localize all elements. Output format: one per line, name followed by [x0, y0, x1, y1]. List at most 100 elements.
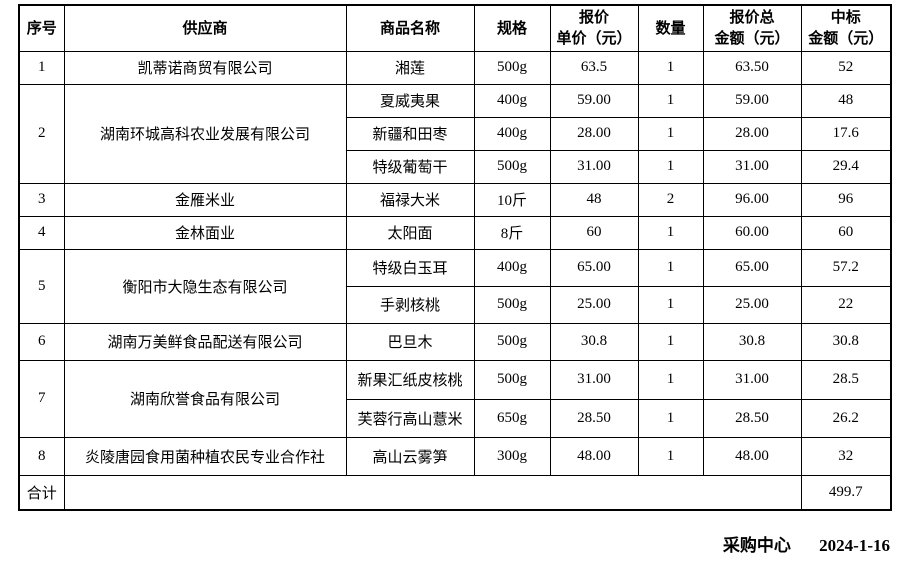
- col-header-award-amount: 中标 金额（元）: [800, 4, 892, 52]
- table-row: 3 金雁米业 福禄大米 10斤 48 2 96.00 96: [18, 182, 892, 217]
- cell-index: 5: [18, 248, 65, 324]
- cell-award-amount: 96: [800, 182, 892, 217]
- cell-spec: 10斤: [473, 182, 551, 217]
- col-header-unit-price: 报价 单价（元）: [549, 4, 639, 52]
- cell-index: 3: [18, 182, 65, 217]
- col-header-spec: 规格: [473, 4, 551, 52]
- cell-quantity: 1: [637, 436, 704, 476]
- cell-quantity: 1: [637, 215, 704, 250]
- cell-quantity: 1: [637, 285, 704, 324]
- cell-quantity: 1: [637, 359, 704, 400]
- cell-product-name: 芙蓉行高山薏米: [345, 398, 475, 438]
- cell-index: 1: [18, 50, 65, 85]
- cell-spec: 650g: [473, 398, 551, 438]
- table-row: 手剥核桃 500g 25.00 1 25.00 22: [19, 285, 892, 324]
- table-row: 4 金林面业 太阳面 8斤 60 1 60.00 60: [18, 215, 892, 250]
- cell-spec: 500g: [473, 50, 551, 85]
- cell-total-amount: 30.8: [702, 322, 802, 361]
- col-header-total-amount: 报价总 金额（元）: [702, 4, 802, 52]
- cell-index: 6: [18, 322, 65, 361]
- cell-supplier: 衡阳市大隐生态有限公司: [63, 248, 347, 324]
- cell-product-name: 新疆和田枣: [345, 116, 475, 151]
- table-row: 5 衡阳市大隐生态有限公司 特级白玉耳 400g 65.00 1 65.00 5…: [18, 248, 892, 324]
- cell-index: 7: [18, 359, 65, 438]
- cell-total-amount: 63.50: [702, 50, 802, 85]
- table-row: 6 湖南万美鲜食品配送有限公司 巴旦木 500g 30.8 1 30.8 30.…: [18, 322, 892, 361]
- cell-supplier: 凯蒂诺商贸有限公司: [63, 50, 347, 85]
- signature-office: 采购中心: [722, 536, 791, 555]
- cell-unit-price: 28.50: [549, 398, 639, 438]
- cell-award-amount: 30.8: [800, 322, 892, 361]
- cell-unit-price: 65.00: [549, 248, 639, 287]
- header-row: 序号 供应商 商品名称 规格 报价 单价（元） 数量 报价总 金额（元） 中标 …: [18, 4, 892, 52]
- cell-supplier: 炎陵唐园食用菌种植农民专业合作社: [63, 436, 347, 476]
- cell-unit-price: 30.8: [549, 322, 639, 361]
- col-header-supplier: 供应商: [63, 4, 347, 52]
- cell-spec: 400g: [473, 83, 551, 118]
- cell-unit-price: 63.5: [549, 50, 639, 85]
- cell-award-amount: 57.2: [800, 248, 892, 287]
- cell-award-amount: 26.2: [800, 398, 892, 438]
- cell-product-name: 巴旦木: [345, 322, 475, 361]
- total-award-cell: 499.7: [800, 474, 892, 511]
- cell-product-name: 高山云雾笋: [345, 436, 475, 476]
- total-empty-cell: [63, 474, 802, 511]
- cell-quantity: 1: [637, 398, 704, 438]
- cell-quantity: 1: [637, 322, 704, 361]
- cell-spec: 500g: [473, 322, 551, 361]
- cell-unit-price: 25.00: [549, 285, 639, 324]
- cell-quantity: 1: [637, 50, 704, 85]
- table-row: 芙蓉行高山薏米 650g 28.50 1 28.50 26.2: [19, 398, 892, 438]
- procurement-price-table: 序号 供应商 商品名称 规格 报价 单价（元） 数量 报价总 金额（元） 中标 …: [18, 4, 892, 511]
- cell-total-amount: 59.00: [702, 83, 802, 118]
- signature-date: 2024-1-16: [819, 536, 890, 555]
- cell-award-amount: 28.5: [800, 359, 892, 400]
- cell-award-amount: 29.4: [800, 149, 892, 184]
- cell-spec: 500g: [473, 359, 551, 400]
- cell-quantity: 2: [637, 182, 704, 217]
- cell-unit-price: 48.00: [549, 436, 639, 476]
- cell-product-name: 特级葡萄干: [345, 149, 475, 184]
- cell-total-amount: 31.00: [702, 359, 802, 400]
- table-row: 2 湖南环城高科农业发展有限公司 夏威夷果 400g 59.00 1 59.00…: [18, 83, 892, 184]
- cell-total-amount: 65.00: [702, 248, 802, 287]
- cell-award-amount: 52: [800, 50, 892, 85]
- total-row: 合计 499.7: [18, 474, 892, 511]
- cell-spec: 400g: [473, 248, 551, 287]
- cell-supplier: 金雁米业: [63, 182, 347, 217]
- cell-supplier: 湖南万美鲜食品配送有限公司: [63, 322, 347, 361]
- cell-product-name: 夏威夷果: [345, 83, 475, 118]
- cell-index: 2: [18, 83, 65, 184]
- cell-award-amount: 48: [800, 83, 892, 118]
- cell-total-amount: 28.50: [702, 398, 802, 438]
- cell-award-amount: 32: [800, 436, 892, 476]
- cell-unit-price: 60: [549, 215, 639, 250]
- cell-award-amount: 60: [800, 215, 892, 250]
- col-header-quantity: 数量: [637, 4, 704, 52]
- cell-unit-price: 31.00: [549, 359, 639, 400]
- cell-product-name: 特级白玉耳: [345, 248, 475, 287]
- cell-index: 8: [18, 436, 65, 476]
- table-row: 1 凯蒂诺商贸有限公司 湘莲 500g 63.5 1 63.50 52: [18, 50, 892, 85]
- signature: 采购中心 2024-1-16: [723, 531, 890, 556]
- cell-award-amount: 22: [800, 285, 892, 324]
- cell-unit-price: 31.00: [549, 149, 639, 184]
- cell-supplier: 湖南欣誉食品有限公司: [63, 359, 347, 438]
- cell-quantity: 1: [637, 83, 704, 118]
- cell-total-amount: 96.00: [702, 182, 802, 217]
- table-row: 新疆和田枣 400g 28.00 1 28.00 17.6: [19, 116, 892, 151]
- table-row: 7 湖南欣誉食品有限公司 新果汇纸皮核桃 500g 31.00 1 31.00 …: [18, 359, 892, 438]
- cell-total-amount: 28.00: [702, 116, 802, 151]
- cell-spec: 8斤: [473, 215, 551, 250]
- cell-total-amount: 25.00: [702, 285, 802, 324]
- cell-total-amount: 48.00: [702, 436, 802, 476]
- table-row: 8 炎陵唐园食用菌种植农民专业合作社 高山云雾笋 300g 48.00 1 48…: [18, 436, 892, 476]
- col-header-index: 序号: [18, 4, 65, 52]
- cell-spec: 300g: [473, 436, 551, 476]
- cell-product-name: 福禄大米: [345, 182, 475, 217]
- cell-supplier: 湖南环城高科农业发展有限公司: [63, 83, 347, 184]
- total-label-cell: 合计: [18, 474, 65, 511]
- cell-total-amount: 31.00: [702, 149, 802, 184]
- col-header-product-name: 商品名称: [345, 4, 475, 52]
- cell-quantity: 1: [637, 149, 704, 184]
